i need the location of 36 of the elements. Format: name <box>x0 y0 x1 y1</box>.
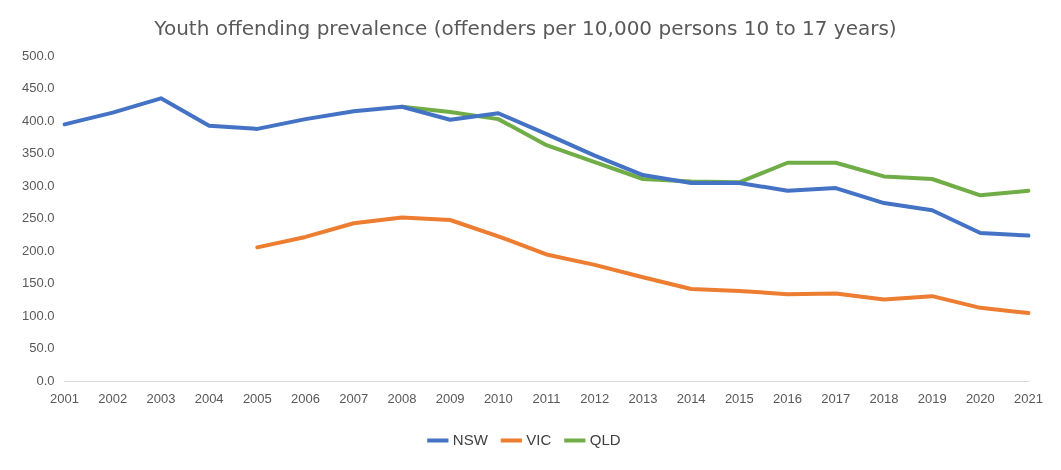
x-tick-label: 2001 <box>50 390 79 406</box>
y-tick-label: 400.0 <box>21 112 55 128</box>
x-tick-label: 2012 <box>580 390 610 406</box>
x-tick-label: 2008 <box>387 390 417 406</box>
legend-label: VIC <box>526 430 552 448</box>
x-tick-label: 2017 <box>821 390 851 406</box>
y-tick-label: 200.0 <box>21 242 55 258</box>
y-tick-label: 350.0 <box>21 145 55 161</box>
legend-label: QLD <box>589 430 621 448</box>
y-tick-label: 500.0 <box>21 47 55 63</box>
y-tick-label: 150.0 <box>21 275 55 291</box>
y-tick-label: 300.0 <box>21 177 55 193</box>
x-tick-label: 2011 <box>532 390 561 406</box>
x-tick-label: 2002 <box>98 390 128 406</box>
x-tick-label: 2014 <box>676 390 706 406</box>
y-tick-label: 0.0 <box>36 372 55 388</box>
x-tick-label: 2013 <box>628 390 658 406</box>
x-tick-label: 2005 <box>242 390 272 406</box>
legend-label: NSW <box>452 430 489 448</box>
chart-title: Youth offending prevalence (offenders per 10,000 persons 10 to 17 years) <box>153 16 897 41</box>
y-tick-label: 450.0 <box>21 80 55 96</box>
y-tick-label: 100.0 <box>21 307 55 323</box>
y-tick-label: 250.0 <box>21 210 55 226</box>
x-tick-label: 2015 <box>724 390 754 406</box>
x-tick-label: 2019 <box>917 390 947 406</box>
x-tick-label: 2018 <box>869 390 899 406</box>
x-tick-label: 2006 <box>291 390 320 406</box>
x-tick-label: 2007 <box>339 390 369 406</box>
x-tick-label: 2020 <box>965 390 995 406</box>
x-tick-label: 2004 <box>194 390 224 406</box>
x-tick-label: 2016 <box>773 390 802 406</box>
x-tick-label: 2009 <box>435 390 465 406</box>
x-tick-label: 2021 <box>1014 390 1043 406</box>
x-tick-label: 2010 <box>483 390 513 406</box>
x-tick-label: 2003 <box>146 390 176 406</box>
y-tick-label: 50.0 <box>29 340 55 356</box>
